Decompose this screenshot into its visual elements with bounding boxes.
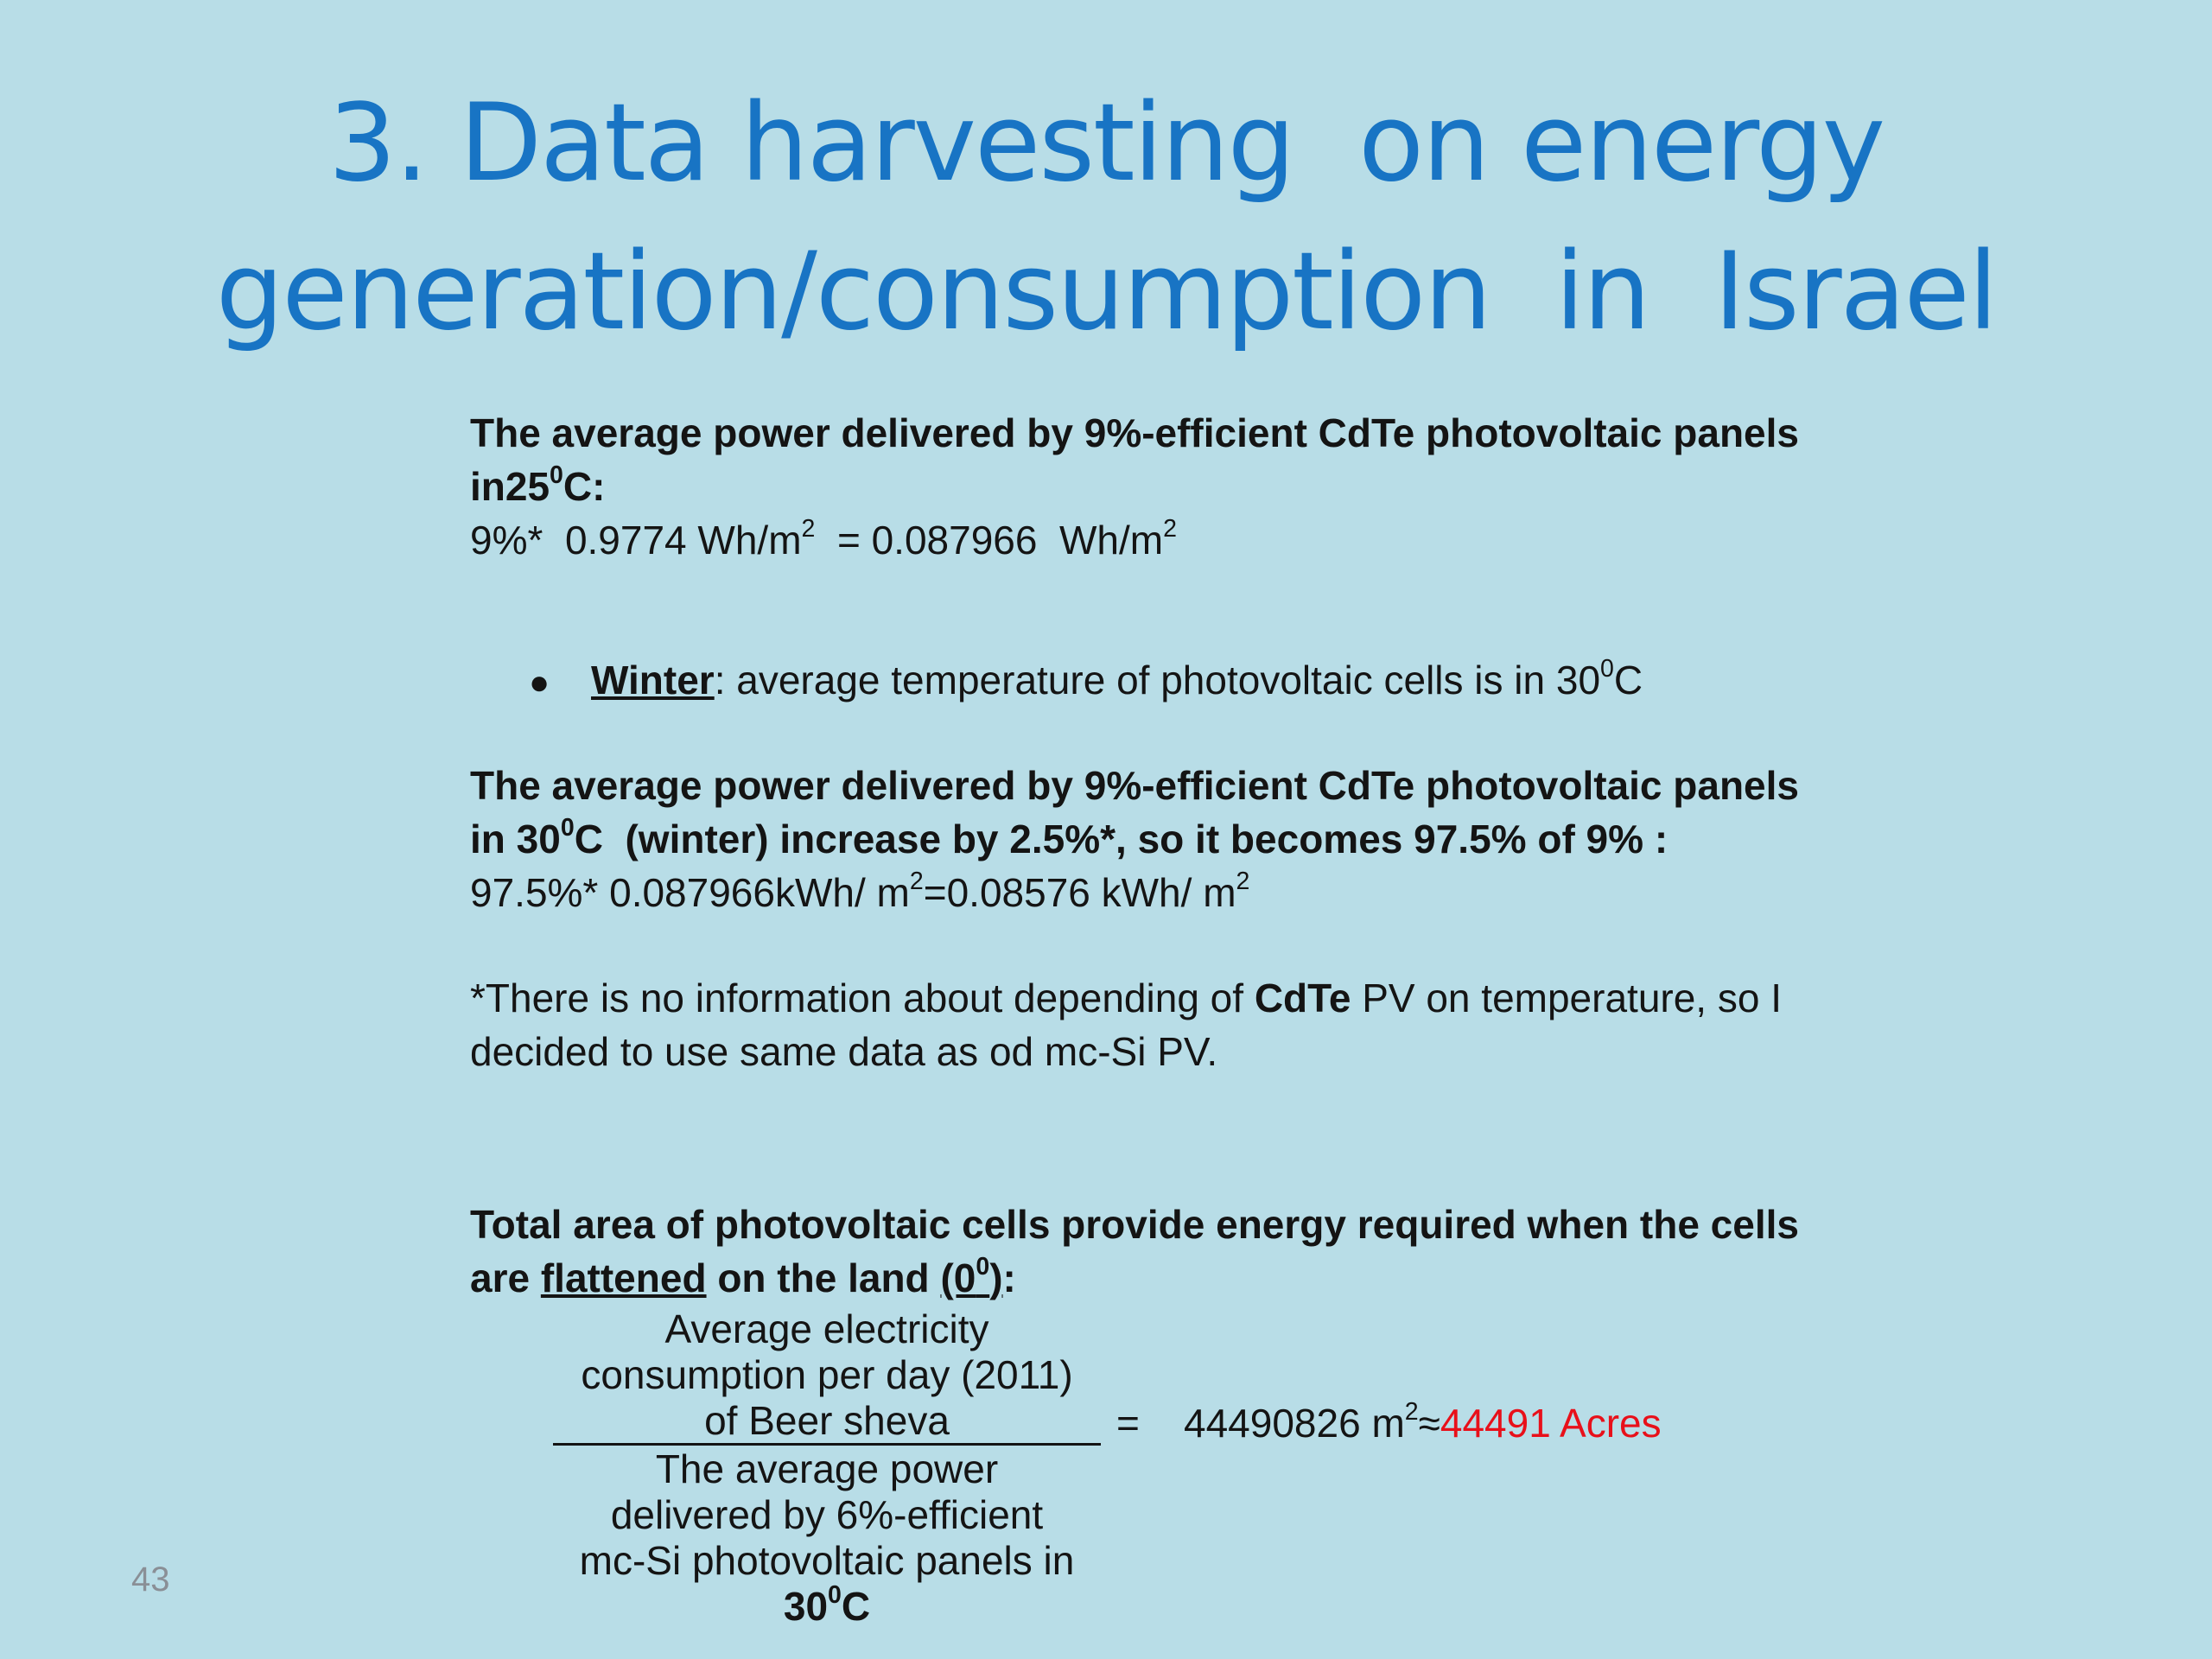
numerator-line1: Average electricity — [664, 1306, 989, 1351]
degree-sup: 0 — [550, 461, 563, 490]
cdte-25c-formula-a: 9%* 0.9774 Wh/m — [470, 518, 802, 563]
squared-sup: 2 — [909, 868, 924, 896]
cdte-25c-formula-b: = 0.087966 Wh/m — [815, 518, 1164, 563]
page-number: 43 — [131, 1560, 170, 1599]
area-result: = 44490826 m2≈44491 Acres — [1116, 1396, 1662, 1450]
note-part-b: PV on temperature, so I — [1351, 976, 1783, 1020]
denominator-temp: 30 — [783, 1584, 829, 1629]
total-area-line2a: are — [470, 1255, 541, 1300]
approx-sign: ≈ — [1418, 1401, 1440, 1446]
note-line2: decided to use same data as od mc-Si PV. — [470, 1029, 1218, 1074]
area-acres: 44491 Acres — [1440, 1401, 1662, 1446]
cdte-30c-formula-a: 97.5%* 0.087966kWh/ m — [470, 870, 910, 915]
numerator-line2: consumption per day (2011) — [581, 1352, 1073, 1397]
degree-sup: 0 — [560, 814, 575, 842]
cdte-25c-heading: The average power delivered by 9%-effici… — [470, 406, 1853, 513]
degree-sup: 0 — [828, 1581, 842, 1610]
cdte-30c-heading: The average power delivered by 9%-effici… — [470, 759, 1853, 866]
area-square-meters: 44490826 m — [1184, 1401, 1405, 1446]
slide-title-line-1: 3. Data harvesting on energy — [327, 81, 1885, 206]
degree-sup: 0 — [1600, 655, 1614, 683]
equals-sign: = — [1116, 1401, 1140, 1446]
denominator-line4: 300C — [553, 1581, 1101, 1630]
denominator-line2: delivered by 6%-efficient — [610, 1492, 1044, 1537]
note-part-a: *There is no information about depending… — [470, 976, 1255, 1020]
note-cdte: CdTe — [1254, 976, 1351, 1020]
fraction-bar — [553, 1443, 1101, 1446]
winter-bullet: ● Winter: average temperature of photovol… — [529, 653, 1643, 709]
cdte-30c-formula-b: =0.08576 kWh/ m — [923, 870, 1236, 915]
fraction-numerator: Average electricity consumption per day … — [553, 1306, 1101, 1444]
winter-unit: C — [1613, 658, 1643, 702]
total-area-heading: Total area of photovoltaic cells provide… — [470, 1198, 1853, 1305]
slide-title: 3. Data harvesting on energy generation/… — [0, 69, 2212, 366]
cdte-30c-heading-line1: The average power delivered by 9%-effici… — [470, 763, 1799, 808]
flattened-word: flattened — [540, 1255, 707, 1300]
total-area-line1: Total area of photovoltaic cells provide… — [470, 1202, 1799, 1247]
total-area-colon: : — [1002, 1255, 1016, 1300]
denominator-line1: The average power — [655, 1446, 999, 1491]
temperature-note: *There is no information about depending… — [470, 971, 1853, 1078]
cdte-25c-section: The average power delivered by 9%-effici… — [470, 406, 1853, 567]
numerator-line3: of Beer sheva — [704, 1398, 950, 1443]
cdte-30c-formula: 97.5%* 0.087966kWh/ m2=0.08576 kWh/ m2 — [470, 866, 1853, 919]
cdte-30c-heading-line2a: in 30 — [470, 817, 561, 861]
cdte-25c-formula: 9%* 0.9774 Wh/m2 = 0.087966 Wh/m2 — [470, 513, 1853, 567]
angle-close: ) — [989, 1255, 1003, 1300]
cdte-30c-heading-line2b: C (winter) increase by 2.5%*, so it beco… — [574, 817, 1669, 861]
cdte-25c-heading-line2a: in25 — [470, 464, 550, 509]
squared-sup: 2 — [1236, 868, 1250, 896]
denominator-unit: C — [841, 1584, 871, 1629]
winter-text: : average temperature of photovoltaic ce… — [714, 658, 1601, 702]
bullet-dot-icon: ● — [529, 664, 550, 702]
squared-sup: 2 — [1163, 515, 1177, 543]
degree-sup: 0 — [976, 1253, 990, 1281]
slide-title-line-2: generation/consumption in Israel — [215, 230, 1999, 354]
fraction-denominator: The average power delivered by 6%-effici… — [553, 1446, 1101, 1630]
cdte-30c-section: The average power delivered by 9%-effici… — [470, 759, 1853, 919]
total-area-line2b: on the land — [706, 1255, 941, 1300]
squared-sup: 2 — [801, 515, 816, 543]
cdte-25c-heading-line1: The average power delivered by 9%-effici… — [470, 410, 1799, 455]
denominator-line3: mc-Si photovoltaic panels in — [579, 1538, 1075, 1583]
cdte-25c-heading-line2b: C: — [563, 464, 606, 509]
angle-open: (0 — [940, 1255, 976, 1300]
winter-label: Winter — [591, 658, 715, 702]
squared-sup: 2 — [1404, 1398, 1419, 1427]
